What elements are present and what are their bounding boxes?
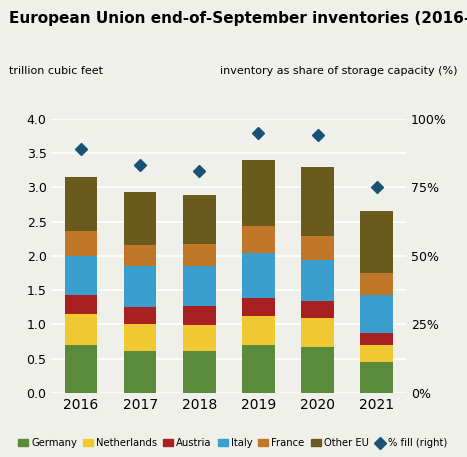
Bar <box>64 345 97 393</box>
Bar <box>124 192 156 245</box>
Bar <box>124 324 156 351</box>
Bar <box>183 195 216 244</box>
Bar <box>301 168 334 236</box>
Bar <box>64 295 97 314</box>
Bar <box>183 266 216 306</box>
Bar <box>361 273 393 295</box>
Bar <box>124 307 156 324</box>
Bar <box>301 347 334 393</box>
Bar <box>242 226 275 253</box>
Bar <box>183 244 216 266</box>
Bar <box>64 230 97 256</box>
Text: inventory as share of storage capacity (%): inventory as share of storage capacity (… <box>220 66 458 76</box>
Bar <box>361 333 393 345</box>
Bar <box>64 177 97 230</box>
Bar <box>242 253 275 298</box>
Bar <box>301 236 334 260</box>
Bar <box>183 351 216 393</box>
Bar <box>361 211 393 273</box>
Bar <box>124 266 156 307</box>
Bar <box>361 295 393 333</box>
Bar <box>301 301 334 318</box>
Bar <box>124 245 156 266</box>
Bar <box>64 314 97 345</box>
Bar <box>242 298 275 316</box>
Text: trillion cubic feet: trillion cubic feet <box>9 66 103 76</box>
Bar <box>124 351 156 393</box>
Bar <box>361 345 393 362</box>
Bar <box>301 318 334 347</box>
Bar <box>183 306 216 325</box>
Bar <box>64 256 97 295</box>
Bar <box>301 260 334 301</box>
Bar <box>183 325 216 351</box>
Bar <box>242 345 275 393</box>
Bar <box>242 160 275 226</box>
Text: European Union end-of-September inventories (2016—2021): European Union end-of-September inventor… <box>9 11 467 27</box>
Bar <box>242 316 275 345</box>
Legend: Germany, Netherlands, Austria, Italy, France, Other EU, % fill (right): Germany, Netherlands, Austria, Italy, Fr… <box>14 434 451 452</box>
Bar <box>361 362 393 393</box>
